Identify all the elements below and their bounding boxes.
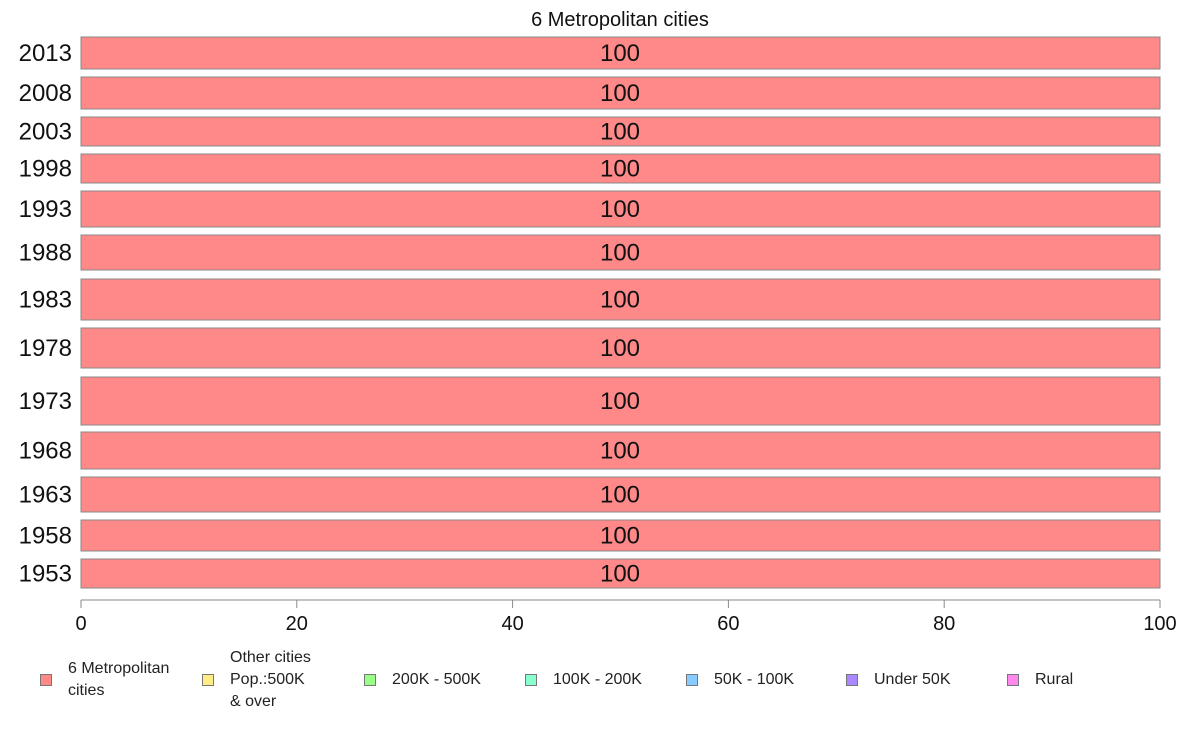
x-tick-label-100: 100 — [1143, 613, 1176, 635]
bar-2008-series-0 — [80, 76, 1161, 110]
y-tick-label-1988: 1988 — [19, 240, 72, 267]
y-tick-label-2008: 2008 — [19, 80, 72, 107]
legend-swatch-4 — [686, 674, 698, 686]
legend-label-4: 50K - 100K — [714, 671, 795, 688]
bar-1978-series-0 — [80, 327, 1161, 369]
data-label-2013: 100 — [600, 40, 640, 67]
y-tick-label-1963: 1963 — [19, 482, 72, 509]
legend-swatch-0 — [40, 674, 52, 686]
y-tick-label-1968: 1968 — [19, 438, 72, 465]
data-label-1963: 100 — [600, 482, 640, 509]
x-tick-label-80: 80 — [933, 613, 955, 635]
legend-swatch-5 — [846, 674, 858, 686]
data-label-1958: 100 — [600, 523, 640, 550]
data-label-2003: 100 — [600, 119, 640, 146]
legend-item-0: 6 Metropolitan cities — [40, 646, 169, 714]
legend-label-5: Under 50K — [874, 671, 951, 688]
x-axis: 0 20 40 60 80 100 — [75, 599, 1177, 635]
bar-1998-series-0 — [80, 153, 1161, 184]
y-tick-label-2003: 2003 — [19, 119, 72, 146]
legend-label-2: 200K - 500K — [392, 671, 481, 688]
legend-label-1: Other cities Pop.:500K & over — [230, 649, 311, 710]
legend-swatch-2 — [364, 674, 376, 686]
legend-label-3: 100K - 200K — [553, 671, 642, 688]
data-label-1998: 100 — [600, 156, 640, 183]
bar-1968-series-0 — [80, 431, 1161, 470]
legend-item-3: 100K - 200K — [525, 646, 642, 714]
legend-item-5: Under 50K — [846, 646, 951, 714]
y-tick-label-1953: 1953 — [19, 561, 72, 588]
legend-swatch-6 — [1007, 674, 1019, 686]
x-tick-label-40: 40 — [501, 613, 523, 635]
stacked-bar-chart: 6 Metropolitan cities 2013 2008 2003 1998 19… — [19, 9, 1177, 635]
legend-item-1: Other cities Pop.:500K & over — [202, 646, 311, 714]
bars-group — [80, 36, 1161, 589]
bar-1993-series-0 — [80, 190, 1161, 228]
bar-1973-series-0 — [80, 376, 1161, 426]
data-label-1983: 100 — [600, 287, 640, 314]
data-label-1988: 100 — [600, 240, 640, 267]
bar-1988-series-0 — [80, 234, 1161, 271]
x-tick-label-0: 0 — [75, 613, 86, 635]
data-label-2008: 100 — [600, 80, 640, 107]
bar-2003-series-0 — [80, 116, 1161, 147]
y-tick-label-1973: 1973 — [19, 388, 72, 415]
legend-item-4: 50K - 100K — [686, 646, 794, 714]
legend-item-2: 200K - 500K — [364, 646, 481, 714]
x-tick-label-20: 20 — [286, 613, 308, 635]
data-label-1978: 100 — [600, 335, 640, 362]
y-tick-label-1978: 1978 — [19, 335, 72, 362]
data-label-1993: 100 — [600, 196, 640, 223]
legend-item-6: Rural — [1007, 646, 1073, 714]
x-tick-label-60: 60 — [717, 613, 739, 635]
bar-1958-series-0 — [80, 519, 1161, 552]
y-tick-label-1998: 1998 — [19, 156, 72, 183]
legend-label-0: 6 Metropolitan cities — [68, 660, 170, 699]
chart-title: 6 Metropolitan cities — [531, 9, 709, 31]
y-tick-label-1993: 1993 — [19, 196, 72, 223]
data-label-1968: 100 — [600, 438, 640, 465]
data-labels: 100 100 100 100 100 100 100 100 100 100 100 100 100 — [600, 40, 640, 588]
y-tick-label-2013: 2013 — [19, 40, 72, 67]
data-label-1973: 100 — [600, 388, 640, 415]
bar-1953-series-0 — [80, 558, 1161, 589]
bar-2013-series-0 — [80, 36, 1161, 70]
y-tick-label-1958: 1958 — [19, 523, 72, 550]
legend-swatch-3 — [525, 674, 537, 686]
data-label-1953: 100 — [600, 561, 640, 588]
bar-1963-series-0 — [80, 476, 1161, 513]
legend: 6 Metropolitan cities Other cities Pop.:5… — [0, 646, 1188, 726]
y-axis-labels: 2013 2008 2003 1998 1993 1988 1983 1978 1973 1968… — [19, 40, 72, 588]
legend-swatch-1 — [202, 674, 214, 686]
y-tick-label-1983: 1983 — [19, 287, 72, 314]
bar-1983-series-0 — [80, 278, 1161, 321]
legend-label-6: Rural — [1035, 671, 1074, 688]
